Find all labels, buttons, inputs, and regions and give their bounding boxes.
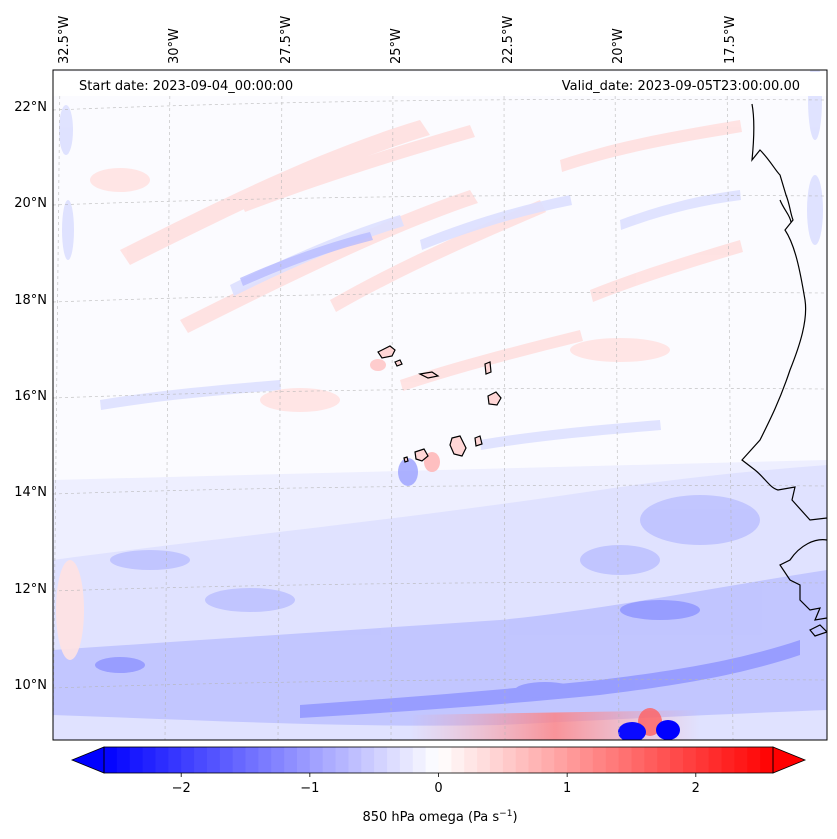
brava-island xyxy=(403,456,409,463)
sao-nicolau-island xyxy=(418,371,440,379)
lon-tick-label: 32.5°W xyxy=(57,16,72,64)
colorbar-segment xyxy=(695,747,710,773)
colorbar-segment xyxy=(245,747,259,773)
sao-vicente-island xyxy=(394,359,403,367)
colorbar-segment xyxy=(644,747,658,773)
colorbar-segment xyxy=(348,747,362,773)
colorbar-segment xyxy=(181,747,195,773)
colorbar-tick-label: 1 xyxy=(563,781,571,796)
colorbar-segment xyxy=(284,747,298,773)
colorbar-tick-label: −1 xyxy=(300,781,319,796)
colorbar-segment xyxy=(104,747,118,773)
lon-tick-label: 20°W xyxy=(611,28,626,64)
colorbar-segment xyxy=(258,747,272,773)
lat-tick-label: 16°N xyxy=(14,389,47,404)
lat-tick-label: 22°N xyxy=(14,100,47,115)
colorbar-segment xyxy=(567,747,581,773)
colorbar-segment xyxy=(142,747,157,773)
colorbar-segment xyxy=(515,747,530,773)
colorbar-segment xyxy=(541,747,555,773)
maio-island xyxy=(474,435,483,447)
colorbar-segment xyxy=(451,747,465,773)
boa-vista-island xyxy=(487,391,502,406)
colorbar-label: 850 hPa omega (Pa s−1) xyxy=(362,809,517,825)
latitude-axis: 22°N 20°N 18°N 16°N 14°N 12°N 10°N xyxy=(14,100,47,693)
colorbar-segment xyxy=(682,747,697,773)
colorbar-segment xyxy=(657,747,671,773)
colorbar-segment xyxy=(361,747,375,773)
colorbar-segment xyxy=(219,747,234,773)
map-panel: Start date: 2023-09-04_00:00:00 Valid_da… xyxy=(53,70,827,740)
colorbar-tick-label: 2 xyxy=(692,781,700,796)
colorbar-segment xyxy=(554,747,568,773)
lat-tick-label: 10°N xyxy=(14,678,47,693)
colorbar-segment xyxy=(528,747,543,773)
colorbar-segment xyxy=(631,747,645,773)
colorbar-segment xyxy=(271,747,285,773)
colorbar-segment xyxy=(670,747,684,773)
colorbar-segment xyxy=(708,747,723,773)
colorbar-segment xyxy=(412,747,427,773)
colorbar-segment xyxy=(309,747,324,773)
colorbar-segment xyxy=(605,747,620,773)
lon-tick-label: 22.5°W xyxy=(501,16,516,64)
longitude-axis: 32.5°W 30°W 27.5°W 25°W 22.5°W 20°W 17.5… xyxy=(57,16,738,64)
colorbar-segment xyxy=(322,747,337,773)
lat-tick-label: 18°N xyxy=(14,293,47,308)
santiago-island xyxy=(449,435,467,457)
colorbar-segment xyxy=(618,747,633,773)
lat-tick-label: 14°N xyxy=(14,485,47,500)
valid-date-label: Valid_date: 2023-09-05T23:00:00.00 xyxy=(562,79,800,94)
colorbar-segment xyxy=(387,747,401,773)
colorbar-segment xyxy=(296,747,311,773)
colorbar-tick-label: 0 xyxy=(434,781,442,796)
colorbar-segment xyxy=(592,747,607,773)
colorbar-extend-high xyxy=(772,746,807,774)
colorbar-segment xyxy=(374,747,388,773)
colorbar-segment xyxy=(425,747,440,773)
start-date-label: Start date: 2023-09-04_00:00:00 xyxy=(79,79,293,94)
lon-tick-label: 27.5°W xyxy=(279,16,294,64)
colorbar-ticks: −2 −1 0 1 2 xyxy=(172,773,700,796)
colorbar: −2 −1 0 1 2 850 hPa omega (Pa s−1) xyxy=(70,746,807,825)
colorbar-segment xyxy=(760,747,774,773)
santo-antao-island xyxy=(377,345,396,359)
colorbar-segments xyxy=(104,747,774,773)
colorbar-segment xyxy=(399,747,414,773)
colorbar-segment xyxy=(580,747,594,773)
cape-verde-islands xyxy=(377,345,502,463)
lon-tick-label: 30°W xyxy=(167,28,182,64)
sal-island xyxy=(484,361,492,375)
colorbar-segment xyxy=(155,747,169,773)
colorbar-segment xyxy=(438,747,452,773)
colorbar-segment xyxy=(116,747,131,773)
omega-field xyxy=(53,70,827,740)
lat-tick-label: 12°N xyxy=(14,582,47,597)
coastline xyxy=(741,103,827,637)
lon-tick-label: 17.5°W xyxy=(723,16,738,64)
colorbar-segment xyxy=(335,747,350,773)
lat-tick-label: 20°N xyxy=(14,196,47,211)
colorbar-segment xyxy=(194,747,208,773)
fogo-island xyxy=(414,448,429,462)
colorbar-segment xyxy=(502,747,517,773)
map-border xyxy=(52,69,828,741)
colorbar-segment xyxy=(734,747,748,773)
colorbar-segment xyxy=(206,747,221,773)
colorbar-segment xyxy=(477,747,491,773)
colorbar-segment xyxy=(168,747,182,773)
colorbar-tick-label: −2 xyxy=(172,781,191,796)
colorbar-segment xyxy=(721,747,736,773)
header-strip xyxy=(53,72,827,96)
lon-tick-label: 25°W xyxy=(389,28,404,64)
colorbar-segment xyxy=(464,747,478,773)
colorbar-segment xyxy=(747,747,761,773)
colorbar-segment xyxy=(129,747,144,773)
colorbar-extend-low xyxy=(70,746,105,774)
colorbar-segment xyxy=(489,747,504,773)
colorbar-segment xyxy=(232,747,247,773)
